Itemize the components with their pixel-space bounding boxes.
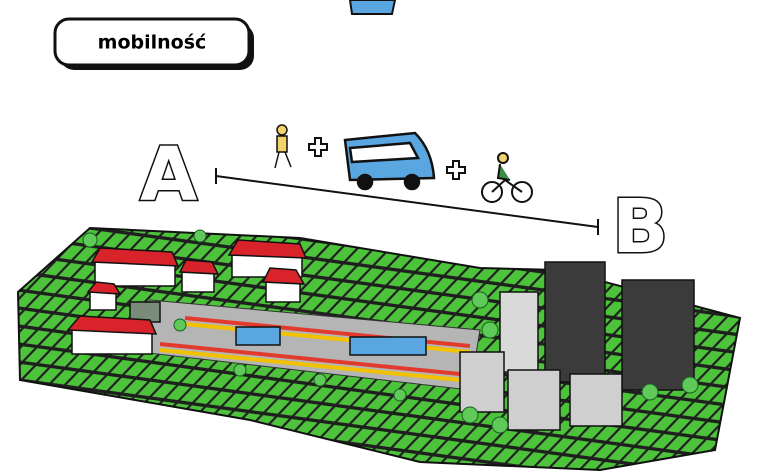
cropped-bus xyxy=(350,0,395,14)
endpoint-a: A xyxy=(140,132,197,218)
label-badge: mobilność xyxy=(55,19,254,70)
walker-icon xyxy=(275,125,291,168)
bus-icon xyxy=(345,133,434,189)
illustration: mobilność A B xyxy=(0,0,760,476)
endpoint-b: B xyxy=(612,184,668,270)
label-text: mobilność xyxy=(98,32,207,54)
cyclist-icon xyxy=(482,153,532,202)
